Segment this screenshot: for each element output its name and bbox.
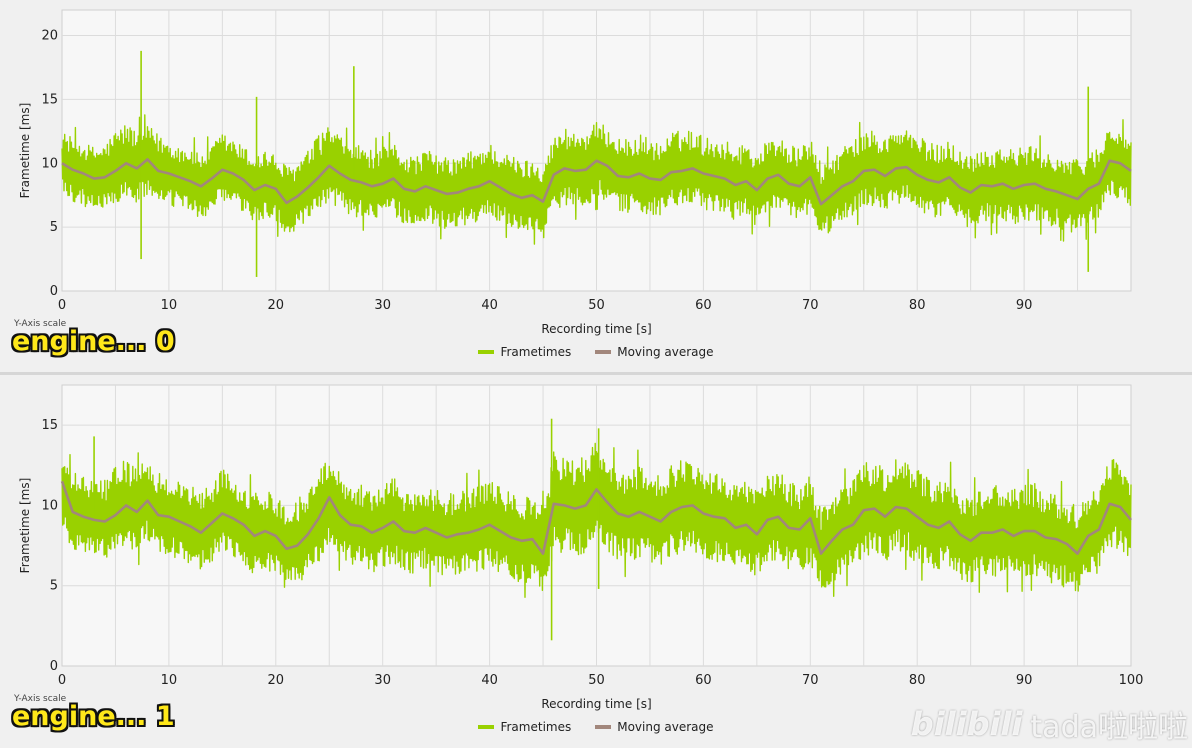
legend-swatch-frametimes bbox=[478, 350, 495, 354]
x-tick-label: 70 bbox=[802, 298, 819, 313]
chart-panel-1: 0 5 10 15 0 10 20 30 40 50 60 70 80 90 100 Recording ti… bbox=[0, 375, 1192, 748]
x-tick-label: 40 bbox=[481, 673, 498, 688]
chart-legend: Frametimes Moving average bbox=[0, 720, 1192, 734]
y-tick-label: 10 bbox=[41, 156, 58, 171]
x-tick-label: 10 bbox=[161, 673, 178, 688]
y-tick-label: 5 bbox=[50, 220, 58, 235]
y-tick-label: 15 bbox=[41, 92, 58, 107]
x-tick-label: 0 bbox=[58, 673, 66, 688]
y-axis-scale-label[interactable]: Y-Axis scale bbox=[14, 694, 67, 704]
x-tick-label: 50 bbox=[588, 298, 605, 313]
y-axis-scale-label[interactable]: Y-Axis scale bbox=[14, 319, 67, 329]
legend-label-frametimes: Frametimes bbox=[500, 720, 572, 734]
legend-item-moving-average[interactable]: Moving average bbox=[595, 720, 714, 734]
chart-panel-0: 0 5 10 15 20 0 10 20 30 40 50 60 70 80 90 Recording tim… bbox=[0, 0, 1192, 373]
legend-item-frametimes[interactable]: Frametimes bbox=[478, 720, 571, 734]
legend-item-frametimes[interactable]: Frametimes bbox=[478, 345, 571, 359]
watermark-text: tada啦啦啦 bbox=[1030, 710, 1188, 745]
y-tick-label: 20 bbox=[41, 29, 58, 44]
engine-label: engine... 0 bbox=[12, 326, 175, 357]
x-tick-label: 40 bbox=[481, 298, 498, 313]
engine-label: engine... 1 bbox=[12, 701, 175, 732]
frametimes-line bbox=[61, 442, 1132, 598]
legend-swatch-moving-average bbox=[595, 350, 612, 354]
x-tick-label: 30 bbox=[374, 298, 391, 313]
y-tick-label: 5 bbox=[50, 579, 58, 594]
moving-average-line bbox=[61, 158, 1132, 206]
x-axis-title: Recording time [s] bbox=[541, 322, 651, 336]
frametime-chart-0: 0 5 10 15 20 0 10 20 30 40 50 60 70 80 90 Recording tim… bbox=[18, 9, 1132, 336]
frametime-chart-1: 0 5 10 15 0 10 20 30 40 50 60 70 80 90 100 Recording ti… bbox=[18, 384, 1144, 711]
x-tick-label: 90 bbox=[1016, 673, 1033, 688]
bilibili-watermark: bilibili tada啦啦啦 bbox=[911, 702, 1188, 746]
x-tick-label: 100 bbox=[1119, 673, 1144, 688]
bilibili-logo: bilibili bbox=[910, 705, 1023, 743]
x-tick-label: 30 bbox=[374, 673, 391, 688]
frametimes-line bbox=[61, 114, 1132, 245]
y-axis-title: Frametime [ms] bbox=[18, 103, 32, 199]
legend-label-moving-average: Moving average bbox=[617, 345, 714, 359]
moving-average-line bbox=[60, 480, 1133, 555]
x-tick-label: 20 bbox=[268, 298, 285, 313]
x-tick-label: 80 bbox=[909, 298, 926, 313]
x-tick-label: 50 bbox=[588, 673, 605, 688]
legend-swatch-moving-average bbox=[595, 725, 612, 729]
x-tick-label: 60 bbox=[695, 298, 712, 313]
y-tick-label: 10 bbox=[41, 498, 58, 513]
x-tick-label: 0 bbox=[58, 298, 66, 313]
legend-label-frametimes: Frametimes bbox=[500, 345, 572, 359]
y-tick-label: 0 bbox=[50, 659, 58, 674]
x-tick-label: 80 bbox=[909, 673, 926, 688]
x-tick-label: 10 bbox=[161, 298, 178, 313]
y-axis-title: Frametime [ms] bbox=[18, 478, 32, 574]
x-tick-label: 70 bbox=[802, 673, 819, 688]
panel-divider bbox=[0, 372, 1192, 375]
legend-swatch-frametimes bbox=[478, 725, 495, 729]
y-tick-label: 0 bbox=[50, 284, 58, 299]
x-axis-title: Recording time [s] bbox=[541, 697, 651, 711]
x-tick-label: 90 bbox=[1016, 298, 1033, 313]
x-tick-label: 60 bbox=[695, 673, 712, 688]
legend-item-moving-average[interactable]: Moving average bbox=[595, 345, 714, 359]
legend-label-moving-average: Moving average bbox=[617, 720, 714, 734]
y-tick-label: 15 bbox=[41, 418, 58, 433]
chart-legend: Frametimes Moving average bbox=[0, 345, 1192, 359]
x-tick-label: 20 bbox=[268, 673, 285, 688]
